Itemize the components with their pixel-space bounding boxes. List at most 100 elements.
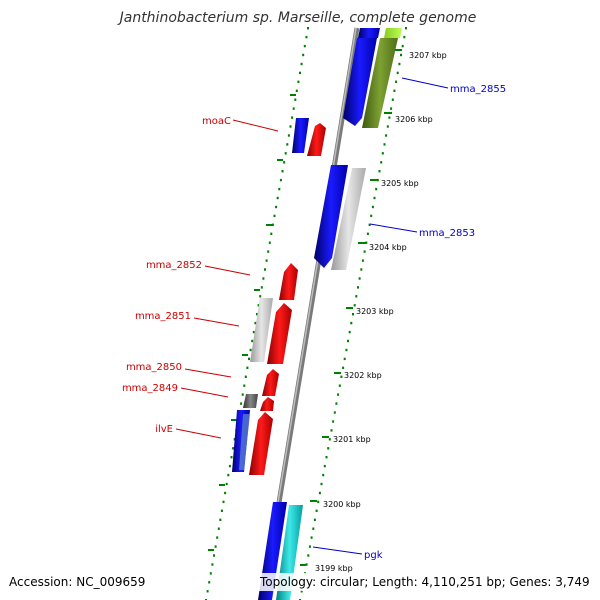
forward-strand-dotted-track — [299, 27, 407, 600]
gene-label-mma-2851[interactable]: mma_2851 — [135, 311, 191, 322]
track-dot — [222, 500, 225, 504]
track-dot — [268, 241, 271, 244]
track-dot — [365, 241, 368, 244]
track-dot — [403, 35, 406, 39]
tick-3204: 3204 kbp — [358, 242, 407, 252]
gene-label-mma-2855[interactable]: mma_2855 — [450, 84, 506, 95]
track-dot — [241, 393, 244, 396]
track-dot — [305, 35, 308, 39]
gene-label-ilve[interactable]: ilvE — [155, 424, 173, 435]
leader-line-moac — [232, 119, 279, 132]
cds-feature-mma-2853[interactable] — [314, 165, 348, 268]
track-dot — [383, 143, 386, 146]
tick-label: 3202 kbp — [344, 371, 382, 380]
track-dot — [353, 304, 356, 307]
track-dot — [284, 152, 287, 155]
track-dot — [251, 339, 254, 343]
track-dot — [323, 464, 326, 468]
track-dot — [370, 214, 373, 218]
track-dot — [278, 187, 281, 191]
topology-summary-text: Topology: circular; Length: 4,110,251 bp… — [259, 575, 590, 589]
gene-feature-mma-2849-dark[interactable] — [243, 394, 258, 408]
leader-line-ilve — [175, 428, 222, 439]
tick-label: 3206 kbp — [395, 115, 433, 124]
track-dot — [352, 313, 354, 316]
track-dot — [371, 205, 374, 209]
gene-label-mma-2849[interactable]: mma_2849 — [122, 383, 178, 394]
track-dot — [375, 187, 378, 191]
track-dot — [227, 473, 230, 477]
cds-feature-top[interactable] — [358, 28, 380, 38]
track-dot — [363, 250, 366, 253]
track-dot — [292, 107, 295, 110]
gene-feature-mma-2852[interactable] — [279, 263, 298, 300]
tick-3203: 3203 kbp — [346, 307, 394, 316]
track-dot — [289, 125, 292, 128]
cds-feature-ilve-secondary[interactable] — [239, 414, 250, 470]
track-dot — [217, 527, 220, 530]
track-dot — [405, 27, 407, 30]
tick-label: 3200 kbp — [323, 500, 361, 509]
gene-feature-mma-2851[interactable] — [250, 298, 273, 362]
track-dot — [211, 563, 214, 566]
track-dot — [275, 205, 278, 209]
track-dot — [381, 152, 384, 155]
tick-label: 3204 kbp — [369, 243, 407, 252]
cds-feature-mma-2851[interactable] — [267, 303, 292, 364]
track-dot — [294, 98, 297, 101]
reverse-track-ticks — [208, 94, 296, 551]
gene-feature-mma-2853[interactable] — [331, 168, 366, 270]
track-dot — [318, 491, 321, 495]
track-dot — [240, 402, 243, 405]
track-dot — [257, 304, 260, 307]
track-dot — [396, 71, 399, 75]
track-dot — [325, 456, 328, 459]
track-dot — [312, 527, 315, 530]
tick-label: 3199 kbp — [315, 564, 353, 573]
track-dot — [317, 500, 320, 504]
track-dot — [368, 223, 371, 226]
track-dot — [358, 277, 361, 280]
gene-feature-moac[interactable] — [307, 123, 326, 156]
track-dot — [225, 482, 228, 486]
tick-3199: 3199 kbp — [300, 564, 353, 573]
track-dot — [248, 357, 250, 361]
track-dot — [299, 71, 301, 75]
track-dot — [249, 348, 252, 352]
leader-line-mma-2851 — [193, 317, 240, 327]
track-dot — [313, 518, 316, 521]
gene-label-moac[interactable]: moaC — [202, 116, 231, 127]
track-dot — [340, 375, 343, 378]
leader-line-mma-2855 — [401, 77, 449, 89]
track-dot — [267, 250, 270, 253]
gene-label-mma-2850[interactable]: mma_2850 — [126, 362, 182, 373]
track-dot — [320, 482, 323, 486]
gene-feature-ilve[interactable] — [249, 412, 273, 475]
track-dot — [291, 116, 294, 119]
track-dot — [273, 214, 276, 218]
cds-feature-moac[interactable] — [292, 118, 309, 153]
track-dot — [213, 554, 215, 557]
leader-line-mma-2849 — [180, 387, 229, 398]
track-dot — [246, 366, 249, 369]
track-dot — [230, 456, 233, 459]
leader-line-mma-2852 — [204, 265, 251, 276]
track-dot — [378, 170, 381, 173]
track-dot — [360, 268, 363, 271]
track-dot — [401, 44, 404, 48]
gene-feature-mma-2849[interactable] — [260, 397, 274, 411]
track-dot — [214, 545, 217, 548]
tick-label: 3205 kbp — [381, 179, 419, 188]
track-dot — [380, 161, 383, 164]
leader-line-mma-2850 — [184, 368, 232, 378]
gene-feature-top[interactable] — [384, 28, 402, 38]
gene-label-mma-2853[interactable]: mma_2853 — [419, 228, 475, 239]
gene-feature-mma-2850[interactable] — [262, 369, 279, 396]
gene-label-mma-2852[interactable]: mma_2852 — [146, 260, 202, 271]
gene-label-pgk[interactable]: pgk — [364, 550, 383, 561]
cds-feature-mma-2855[interactable] — [343, 38, 377, 126]
track-dot — [244, 375, 247, 378]
gene-feature-mma-2855[interactable] — [362, 38, 398, 128]
